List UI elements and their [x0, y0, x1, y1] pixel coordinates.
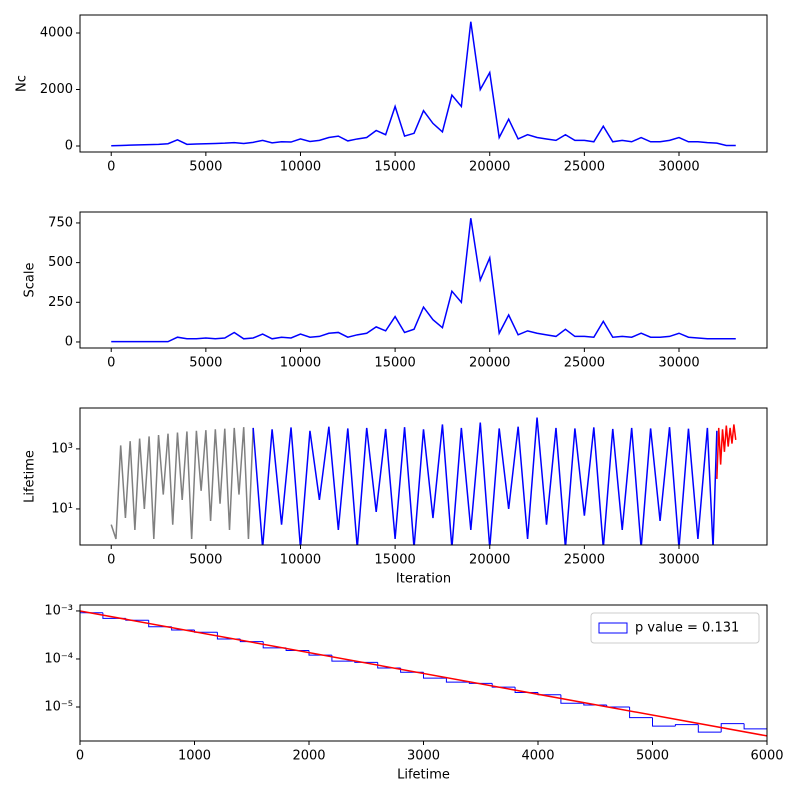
histogram-step — [445, 678, 470, 683]
y-tick-label: 10¹ — [51, 501, 73, 516]
plot-area — [80, 610, 767, 741]
x-tick-label: 25000 — [564, 356, 605, 371]
x-tick-label: 0 — [107, 553, 115, 568]
y-tick-label: 2000 — [40, 82, 73, 97]
x-tick-label: 5000 — [189, 160, 222, 175]
series-line — [111, 218, 736, 343]
x-tick-label: 15000 — [374, 160, 415, 175]
x-tick-label: 5000 — [189, 356, 222, 371]
x-tick-label: 20000 — [469, 160, 510, 175]
plot-area — [111, 21, 736, 147]
x-tick-label: 0 — [107, 356, 115, 371]
axes-frame — [79, 604, 768, 742]
x-tick-label: 10000 — [280, 553, 321, 568]
x-tick-label: 5000 — [189, 553, 222, 568]
y-tick-label: 10⁻⁵ — [44, 700, 73, 715]
legend-swatch — [598, 622, 628, 634]
series-line — [111, 21, 736, 147]
series-line — [716, 424, 737, 479]
x-tick-label: 25000 — [564, 160, 605, 175]
y-tick-label: 250 — [48, 295, 73, 310]
x-tick-label: 10000 — [280, 356, 321, 371]
y-tick-label: 0 — [65, 139, 73, 154]
y-axis-label: Nc — [15, 75, 30, 92]
y-tick-label: 0 — [65, 334, 73, 349]
x-tick-label: 0 — [107, 160, 115, 175]
histogram-step — [697, 724, 722, 733]
histogram-step — [652, 717, 676, 727]
y-axis-label: Lifetime — [23, 450, 38, 503]
axes-frame — [79, 211, 768, 349]
histogram-step — [491, 683, 516, 688]
y-tick-label: 10⁻³ — [44, 603, 73, 618]
axes-frame — [79, 14, 768, 153]
legend-box — [590, 612, 760, 644]
x-tick-label: 20000 — [469, 356, 510, 371]
x-axis-label: Iteration — [396, 572, 451, 587]
plot-area — [111, 218, 736, 343]
y-tick-label: 10³ — [51, 441, 73, 456]
x-tick-label: 30000 — [658, 356, 699, 371]
fit-line — [80, 610, 767, 737]
x-tick-label: 25000 — [564, 553, 605, 568]
x-tick-label: 2000 — [292, 749, 325, 764]
x-axis-label: Lifetime — [397, 768, 450, 783]
axes-frame — [79, 407, 768, 546]
x-tick-label: 20000 — [469, 553, 510, 568]
x-tick-label: 10000 — [280, 160, 321, 175]
y-tick-label: 500 — [48, 255, 73, 270]
x-tick-label: 15000 — [374, 553, 415, 568]
y-tick-label: 10⁻⁴ — [44, 651, 73, 666]
series-line — [110, 427, 254, 540]
x-tick-label: 30000 — [658, 553, 699, 568]
x-tick-label: 0 — [76, 749, 84, 764]
histogram-step — [468, 682, 493, 684]
legend-label: p value = 0.131 — [635, 621, 739, 636]
x-tick-label: 6000 — [750, 749, 783, 764]
x-tick-label: 30000 — [658, 160, 699, 175]
y-tick-label: 4000 — [40, 25, 73, 40]
histogram-step — [720, 723, 745, 733]
x-tick-label: 4000 — [521, 749, 554, 764]
series-line — [252, 417, 718, 545]
histogram-step — [80, 612, 103, 741]
y-tick-label: 750 — [48, 215, 73, 230]
x-tick-label: 15000 — [374, 356, 415, 371]
plot-area — [110, 417, 737, 545]
x-tick-label: 1000 — [178, 749, 211, 764]
histogram-step — [560, 694, 584, 704]
histogram-step — [674, 724, 699, 727]
histogram-step — [743, 723, 767, 730]
y-axis-label: Scale — [23, 263, 38, 298]
x-tick-label: 5000 — [636, 749, 669, 764]
x-tick-label: 3000 — [407, 749, 440, 764]
